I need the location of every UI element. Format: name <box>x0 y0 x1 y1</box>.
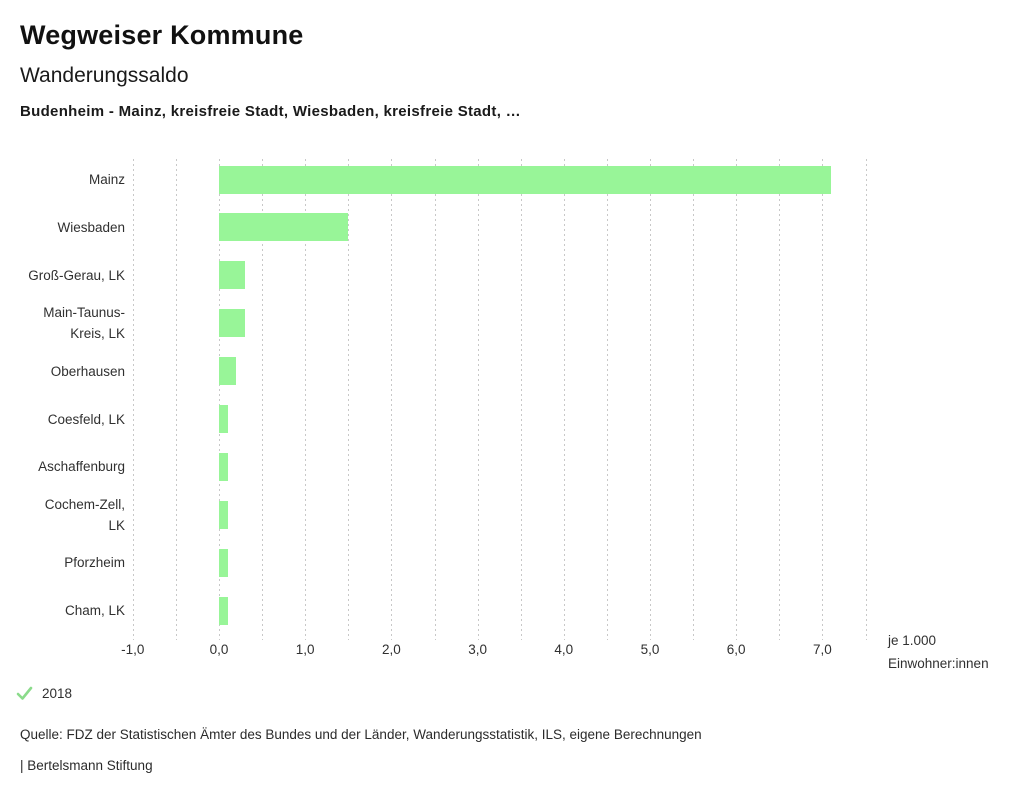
bar-aschaffenburg[interactable] <box>219 452 228 481</box>
x-tick-label-4: 4,0 <box>554 642 574 657</box>
category-label-wiesbaden: Wiesbaden <box>57 219 125 235</box>
bar-main-taunus-kreis-lk[interactable] <box>219 309 245 338</box>
gridline-1.5 <box>348 159 350 640</box>
x-tick-label-3: 3,0 <box>468 642 487 657</box>
gridline--0.5 <box>175 159 177 640</box>
x-tick-label-0: 0,0 <box>209 642 229 657</box>
bar-pforzheim[interactable] <box>219 548 228 577</box>
x-tick-label-7: 7,0 <box>813 642 832 657</box>
gridline-3.5 <box>520 159 522 640</box>
gridline-7.0 <box>822 159 824 640</box>
indicator-title: Wanderungssaldo <box>20 64 189 87</box>
gridline-2.0 <box>391 159 393 640</box>
category-label-coesfeld-lk: Coesfeld, LK <box>47 411 125 427</box>
gridline--1.0 <box>132 159 134 640</box>
category-label-oberhausen: Oberhausen <box>50 363 125 379</box>
check-icon <box>16 686 33 700</box>
gridline-2.5 <box>434 159 436 640</box>
x-tick-label-6: 6,0 <box>726 642 746 657</box>
legend-item-2018[interactable]: 2018 <box>16 686 72 701</box>
bar-cham-lk[interactable] <box>219 596 228 625</box>
legend-year-label: 2018 <box>42 686 73 701</box>
gridline-5.0 <box>650 159 651 640</box>
x-tick-label-5: 5,0 <box>640 642 660 657</box>
gridline-6.5 <box>779 159 781 640</box>
bar-gro-gerau-lk[interactable] <box>219 261 245 290</box>
x-tick-label-2: 2,0 <box>382 642 401 657</box>
category-label-main-taunus-kreis-lk: Main-Taunus- Kreis, LK <box>43 305 125 342</box>
category-label-aschaffenburg: Aschaffenburg <box>38 459 125 475</box>
gridline-6.0 <box>736 159 738 640</box>
selection-subtitle: Budenheim - Mainz, kreisfreie Stadt, Wie… <box>20 103 521 120</box>
gridline-5.5 <box>693 159 695 640</box>
page-title: Wegweiser Kommune <box>20 20 304 50</box>
category-label-cochem-zell-lk: Cochem-Zell, LK <box>44 496 125 533</box>
category-label-gro-gerau-lk: Groß-Gerau, LK <box>28 267 125 283</box>
source-note: Quelle: FDZ der Statistischen Ämter des … <box>20 727 702 742</box>
category-label-cham-lk: Cham, LK <box>64 603 125 619</box>
gridline-0.0 <box>219 159 220 640</box>
bar-oberhausen[interactable] <box>219 357 237 386</box>
gridline-3.0 <box>477 159 479 640</box>
x-tick-label-1: 1,0 <box>295 642 315 657</box>
bar-mainz[interactable] <box>219 165 832 194</box>
bar-cochem-zell-lk[interactable] <box>219 500 228 529</box>
branding-label: | Bertelsmann Stiftung <box>20 758 153 773</box>
migration-balance-bar-chart: je 1.000 Einwohner:innen -1,0 0,0 1,0 2,0 3,… <box>28 159 989 671</box>
gridline-4.5 <box>606 159 608 640</box>
category-label-mainz: Mainz <box>88 172 125 187</box>
gridline-4.0 <box>563 159 565 640</box>
axis-unit-label: je 1.000 Einwohner:innen <box>888 633 989 671</box>
gridline-0.5 <box>262 159 264 640</box>
bar-wiesbaden[interactable] <box>219 213 349 242</box>
bar-coesfeld-lk[interactable] <box>219 405 228 433</box>
category-label-pforzheim: Pforzheim <box>64 555 125 571</box>
x-tick-label--1: -1,0 <box>121 642 145 657</box>
gridline-1.0 <box>305 159 307 640</box>
gridline-7.5 <box>865 159 867 640</box>
